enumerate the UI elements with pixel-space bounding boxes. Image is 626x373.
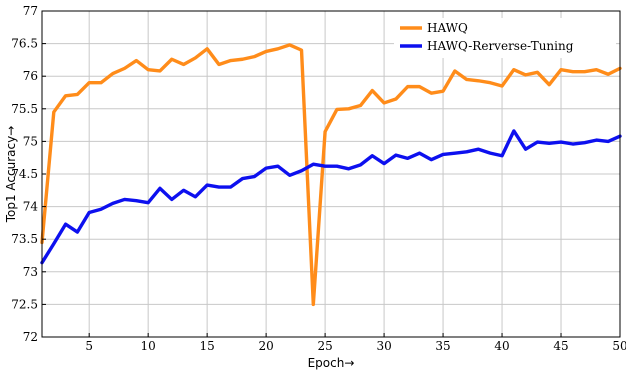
x-tick-label: 20	[258, 339, 273, 353]
y-tick-label: 75	[23, 134, 38, 148]
y-axis-label: Top1 Accuracy→	[4, 126, 18, 224]
series-lines	[40, 43, 622, 307]
x-tick-label: 30	[376, 339, 391, 353]
y-tick-label: 73	[23, 265, 38, 279]
legend-label-hawq: HAWQ	[427, 21, 468, 35]
x-tick-label: 45	[553, 339, 568, 353]
x-tick-label: 10	[141, 339, 156, 353]
legend-box	[394, 18, 616, 58]
grid	[42, 10, 621, 338]
y-tick-label: 72	[23, 330, 38, 344]
y-tick-label: 76	[23, 69, 38, 83]
x-tick-label: 5	[85, 339, 93, 353]
y-tick-label: 73.5	[11, 232, 38, 246]
x-tick-label: 50	[612, 339, 626, 353]
x-tick-label: 40	[494, 339, 509, 353]
y-tick-label: 72.5	[11, 297, 38, 311]
x-tick-label: 15	[200, 339, 215, 353]
x-axis-label: Epoch→	[308, 356, 355, 370]
y-tick-label: 75.5	[11, 102, 38, 116]
y-tick-label: 76.5	[11, 37, 38, 51]
y-tick-label: 77	[23, 4, 38, 18]
x-tick-label: 25	[317, 339, 332, 353]
y-tick-label: 74.5	[11, 167, 38, 181]
y-tick-label: 74	[23, 200, 39, 214]
legend: HAWQ HAWQ-Rerverse-Tuning	[394, 18, 616, 58]
legend-label-hawq-reverse-tuning: HAWQ-Rerverse-Tuning	[427, 39, 574, 53]
axis-ticks: 5 10 15 20 25 30 35 40 45 50 72 72.5 73 73.5 74 74.5 75 7…	[11, 4, 626, 353]
series-line-hawq-reverse-tuning	[40, 129, 622, 265]
x-tick-label: 35	[435, 339, 450, 353]
series-line-hawq	[40, 43, 622, 307]
